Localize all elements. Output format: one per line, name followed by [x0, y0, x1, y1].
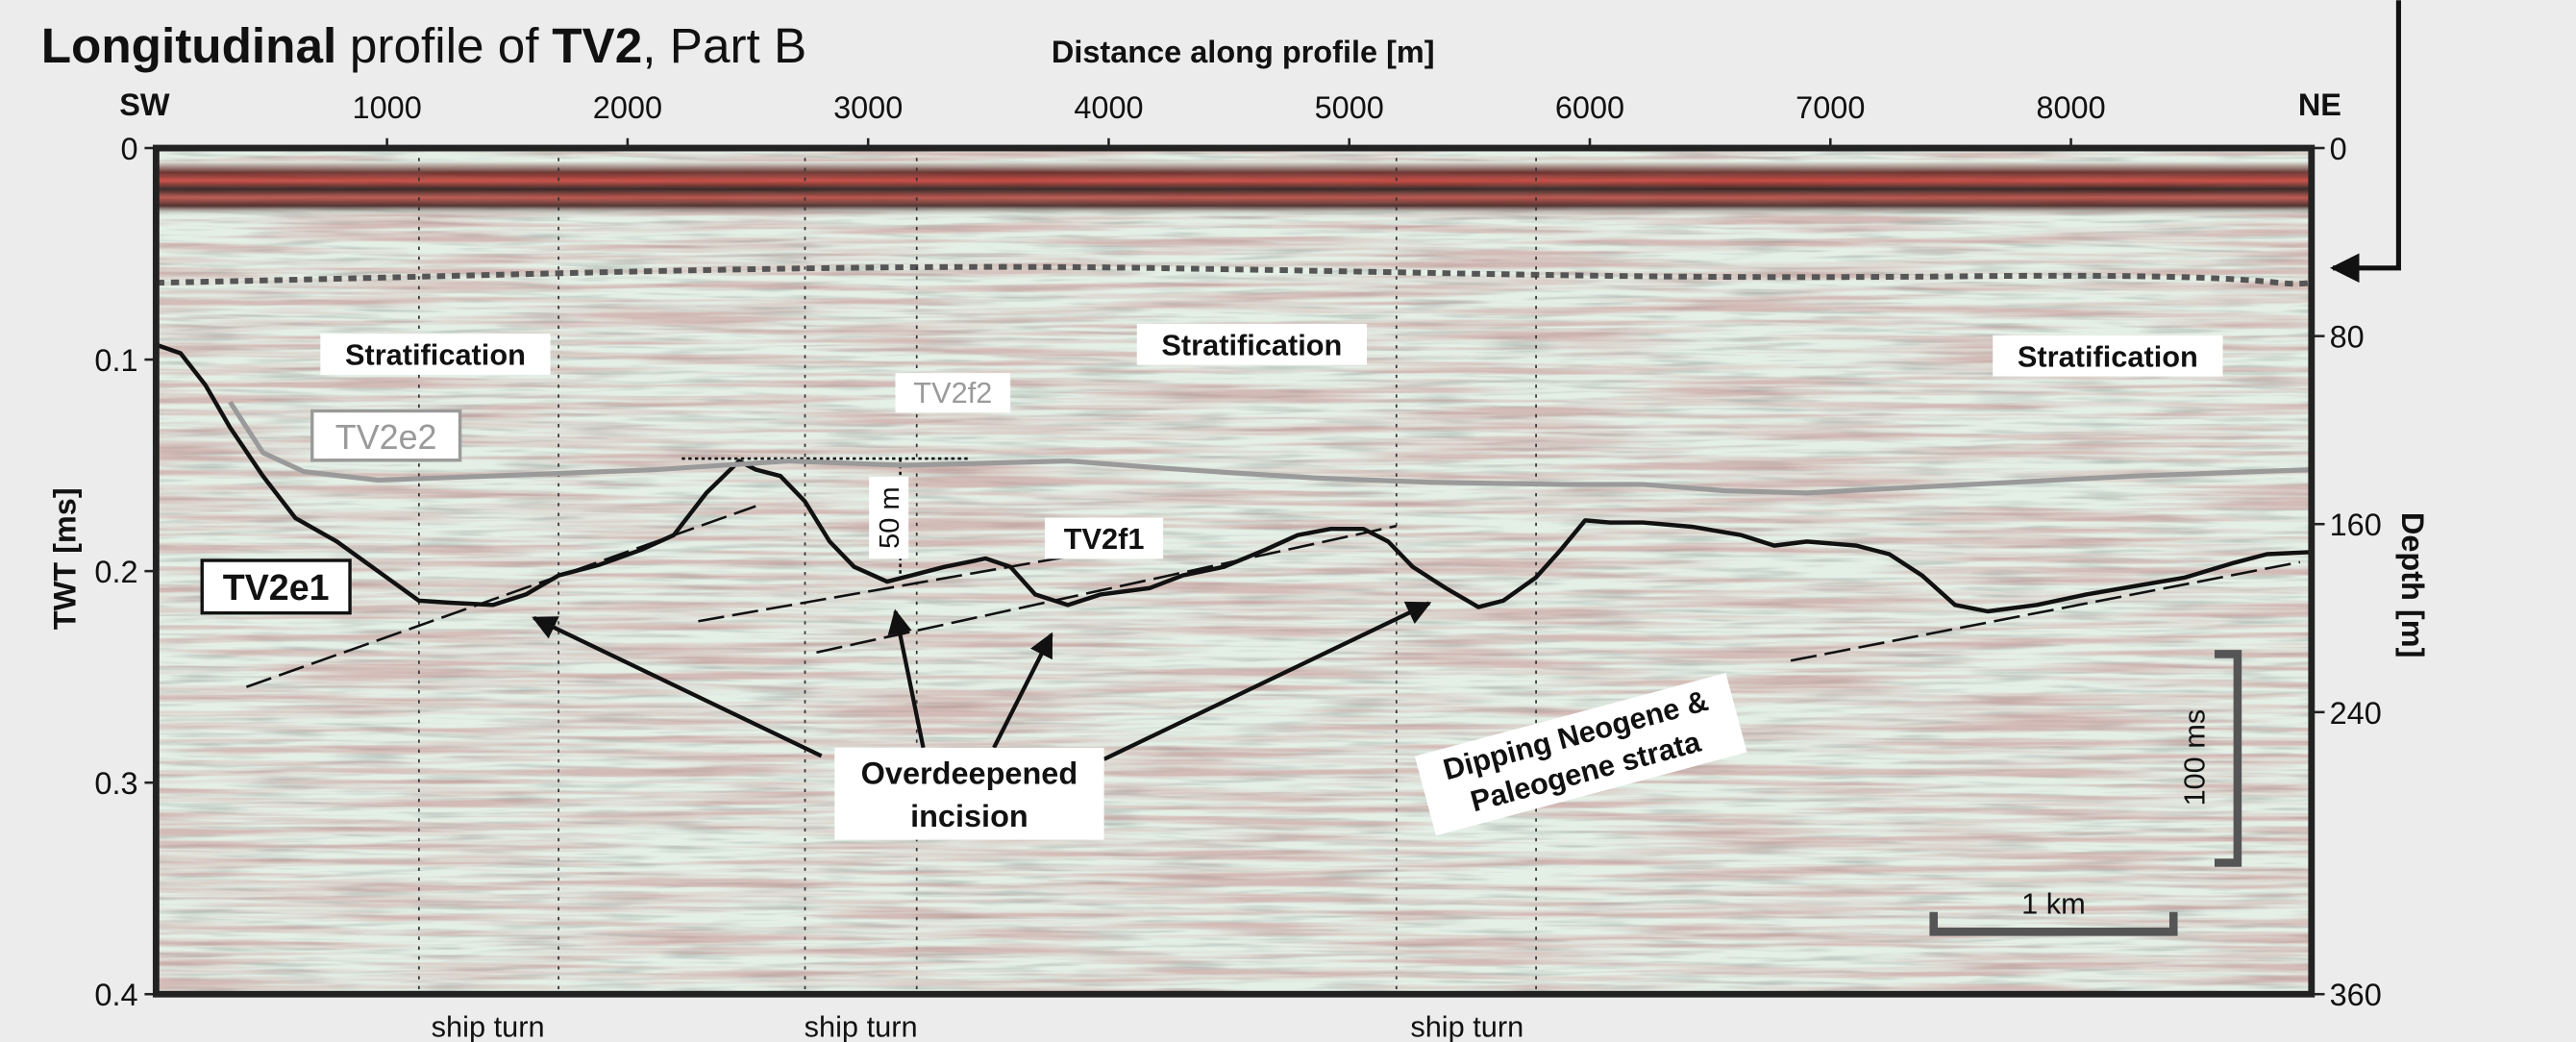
annotation: Overdeepened	[861, 756, 1078, 790]
seafloor-reflector	[156, 161, 2312, 217]
x-tick-label: 4000	[1074, 90, 1143, 125]
ne-label: NE	[2298, 87, 2341, 122]
annotation: ship turn	[1410, 1010, 1523, 1042]
arrow	[532, 615, 823, 758]
horizon-line	[155, 342, 2312, 614]
annotation: 50 m	[875, 486, 905, 549]
scale-label: 100 ms	[2178, 709, 2212, 806]
annotation: Stratification	[345, 338, 526, 372]
x-axis-label: Distance along profile [m]	[1052, 35, 1435, 69]
y-tick-label: 0.1	[94, 343, 137, 378]
x-tick-label: 2000	[593, 90, 662, 125]
title-part: profile of	[350, 18, 539, 73]
label-box	[200, 558, 352, 615]
pointer-arrow	[2329, 0, 2401, 284]
y-axis-label: TWT [ms]	[48, 487, 83, 630]
trend-line	[816, 524, 1398, 654]
x-tick-label: 7000	[1796, 90, 1865, 125]
x-tick-label: 8000	[2036, 90, 2105, 125]
label-box	[1993, 335, 2223, 377]
series-label: TV2e2	[335, 418, 437, 457]
annotation: TV2f1	[1064, 522, 1145, 556]
x-tick-label: 3000	[833, 90, 903, 125]
seismic-reflectors	[156, 148, 2312, 995]
label-box	[320, 334, 551, 375]
annotation: Stratification	[1161, 328, 1342, 361]
y-tick-label: 0.4	[94, 978, 137, 1012]
arrow	[992, 632, 1053, 749]
label-box	[1045, 517, 1164, 559]
title-part: TV2	[552, 18, 642, 73]
y-tick-label: 0.3	[94, 766, 137, 801]
y2-axis-label: Depth [m]	[2395, 512, 2430, 657]
ship-turn-lines	[417, 148, 1537, 995]
annotation: ship turn	[805, 1010, 918, 1042]
arrow	[1102, 601, 1432, 761]
label-box	[1414, 673, 1747, 836]
title-part: , Part B	[642, 18, 806, 73]
scale-bar-y	[2214, 650, 2242, 867]
label-box	[310, 409, 462, 462]
label-box	[834, 747, 1104, 840]
y2-tick-label: 0	[2330, 132, 2347, 166]
sw-label: SW	[119, 87, 170, 122]
title-part: Longitudinal	[41, 18, 337, 73]
y2-tick-label: 360	[2330, 978, 2382, 1012]
series-label: TV2e1	[223, 567, 330, 608]
plot	[155, 342, 2312, 614]
y2-tick-label: 240	[2330, 696, 2382, 731]
x-tick-label: 1000	[353, 90, 422, 125]
horizon-line	[228, 400, 2312, 496]
scale-bar-x	[1929, 911, 2178, 936]
arrows	[532, 601, 1432, 761]
chart-title: Longitudinal profile of TV2, Part B	[41, 18, 807, 73]
scale-label: 1 km	[2021, 886, 2086, 920]
trend-line	[1790, 560, 2301, 662]
y2-tick-label: 80	[2330, 320, 2365, 355]
label-box	[869, 476, 909, 559]
arrow	[887, 608, 926, 749]
label-box	[895, 373, 1011, 413]
y-tick-label: 0.2	[94, 555, 137, 589]
x-tick-label: 5000	[1315, 90, 1384, 125]
x-tick-label: 6000	[1555, 90, 1624, 125]
annotation: Stratification	[2018, 339, 2198, 373]
annotation: ship turn	[432, 1010, 545, 1042]
y2-tick-label: 160	[2330, 508, 2382, 542]
label-box	[1136, 323, 1368, 365]
annotation: incision	[910, 799, 1028, 833]
annotation: TV2f2	[913, 376, 992, 409]
y-tick-label: 0	[121, 132, 138, 166]
